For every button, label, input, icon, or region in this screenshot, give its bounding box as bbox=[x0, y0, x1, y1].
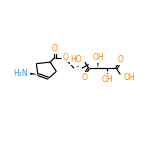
Text: O: O bbox=[81, 73, 87, 82]
Text: OH: OH bbox=[93, 53, 104, 62]
Text: OH: OH bbox=[123, 73, 135, 82]
Text: OH: OH bbox=[102, 75, 113, 84]
Text: ·: · bbox=[76, 61, 80, 74]
Text: O: O bbox=[52, 44, 58, 53]
Text: HO: HO bbox=[70, 55, 82, 64]
Polygon shape bbox=[30, 73, 38, 75]
Text: O: O bbox=[63, 53, 69, 62]
Text: O: O bbox=[118, 55, 124, 64]
Polygon shape bbox=[97, 61, 99, 68]
Text: H₂N: H₂N bbox=[13, 69, 28, 78]
